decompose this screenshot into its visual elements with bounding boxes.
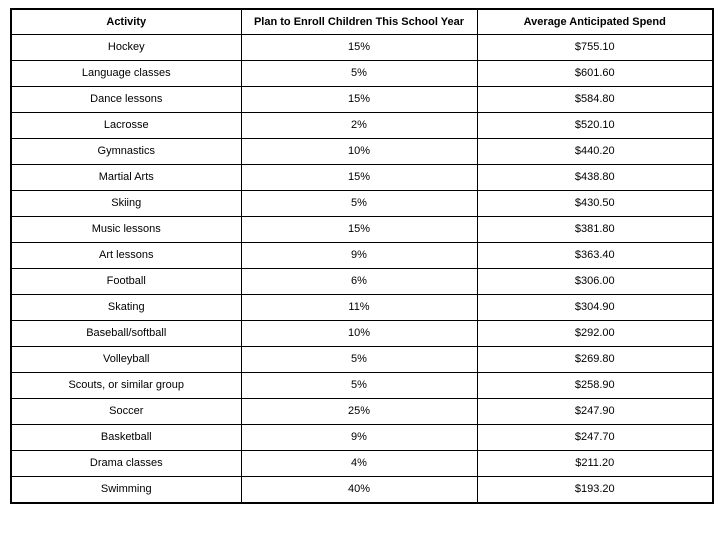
enroll-percent-cell: 15% <box>240 86 478 113</box>
table-row: Art lessons 9% $363.40 <box>10 242 714 269</box>
activity-cell: Gymnastics <box>10 138 242 165</box>
activity-cell: Language classes <box>10 60 242 87</box>
activity-cell: Skiing <box>10 190 242 217</box>
table-row: Gymnastics 10% $440.20 <box>10 138 714 165</box>
column-header-activity: Activity <box>10 8 242 35</box>
anticipated-spend-cell: $193.20 <box>476 476 714 504</box>
table-row: Martial Arts 15% $438.80 <box>10 164 714 191</box>
activity-cell: Scouts, or similar group <box>10 372 242 399</box>
enroll-percent-cell: 5% <box>240 372 478 399</box>
enroll-percent-cell: 5% <box>240 346 478 373</box>
table-row: Skating 11% $304.90 <box>10 294 714 321</box>
enroll-percent-cell: 2% <box>240 112 478 139</box>
header-row: Activity Plan to Enroll Children This Sc… <box>10 8 714 35</box>
activity-cell: Swimming <box>10 476 242 504</box>
anticipated-spend-cell: $304.90 <box>476 294 714 321</box>
anticipated-spend-cell: $520.10 <box>476 112 714 139</box>
enroll-percent-cell: 10% <box>240 138 478 165</box>
anticipated-spend-cell: $306.00 <box>476 268 714 295</box>
anticipated-spend-cell: $601.60 <box>476 60 714 87</box>
table-row: Swimming 40% $193.20 <box>10 476 714 504</box>
enroll-percent-cell: 10% <box>240 320 478 347</box>
enroll-percent-cell: 6% <box>240 268 478 295</box>
enroll-percent-cell: 5% <box>240 60 478 87</box>
table-row: Skiing 5% $430.50 <box>10 190 714 217</box>
anticipated-spend-cell: $258.90 <box>476 372 714 399</box>
anticipated-spend-cell: $247.70 <box>476 424 714 451</box>
anticipated-spend-cell: $584.80 <box>476 86 714 113</box>
anticipated-spend-cell: $430.50 <box>476 190 714 217</box>
enroll-percent-cell: 5% <box>240 190 478 217</box>
table-row: Music lessons 15% $381.80 <box>10 216 714 243</box>
table-row: Language classes 5% $601.60 <box>10 60 714 87</box>
activity-cell: Hockey <box>10 34 242 61</box>
activity-cell: Volleyball <box>10 346 242 373</box>
anticipated-spend-cell: $292.00 <box>476 320 714 347</box>
enroll-percent-cell: 11% <box>240 294 478 321</box>
anticipated-spend-cell: $211.20 <box>476 450 714 477</box>
activity-cell: Art lessons <box>10 242 242 269</box>
enroll-percent-cell: 15% <box>240 164 478 191</box>
enroll-percent-cell: 9% <box>240 424 478 451</box>
anticipated-spend-cell: $269.80 <box>476 346 714 373</box>
enroll-percent-cell: 15% <box>240 216 478 243</box>
table-row: Scouts, or similar group 5% $258.90 <box>10 372 714 399</box>
anticipated-spend-cell: $247.90 <box>476 398 714 425</box>
activity-cell: Dance lessons <box>10 86 242 113</box>
anticipated-spend-cell: $438.80 <box>476 164 714 191</box>
activity-cell: Soccer <box>10 398 242 425</box>
table-row: Volleyball 5% $269.80 <box>10 346 714 373</box>
activity-cell: Baseball/softball <box>10 320 242 347</box>
anticipated-spend-cell: $381.80 <box>476 216 714 243</box>
activity-cell: Drama classes <box>10 450 242 477</box>
column-header-plan-to-enroll: Plan to Enroll Children This School Year <box>240 8 478 35</box>
table-row: Drama classes 4% $211.20 <box>10 450 714 477</box>
column-header-average-spend: Average Anticipated Spend <box>476 8 714 35</box>
anticipated-spend-cell: $755.10 <box>476 34 714 61</box>
enroll-percent-cell: 9% <box>240 242 478 269</box>
table-row: Football 6% $306.00 <box>10 268 714 295</box>
activity-cell: Music lessons <box>10 216 242 243</box>
activity-cell: Football <box>10 268 242 295</box>
table-row: Baseball/softball 10% $292.00 <box>10 320 714 347</box>
activities-spend-table: Activity Plan to Enroll Children This Sc… <box>10 8 714 504</box>
table-row: Basketball 9% $247.70 <box>10 424 714 451</box>
enroll-percent-cell: 40% <box>240 476 478 504</box>
table-row: Soccer 25% $247.90 <box>10 398 714 425</box>
activity-cell: Lacrosse <box>10 112 242 139</box>
anticipated-spend-cell: $363.40 <box>476 242 714 269</box>
enroll-percent-cell: 15% <box>240 34 478 61</box>
table-row: Lacrosse 2% $520.10 <box>10 112 714 139</box>
table-row: Hockey 15% $755.10 <box>10 34 714 61</box>
anticipated-spend-cell: $440.20 <box>476 138 714 165</box>
enroll-percent-cell: 4% <box>240 450 478 477</box>
enroll-percent-cell: 25% <box>240 398 478 425</box>
activity-cell: Skating <box>10 294 242 321</box>
table-row: Dance lessons 15% $584.80 <box>10 86 714 113</box>
activity-cell: Martial Arts <box>10 164 242 191</box>
activity-cell: Basketball <box>10 424 242 451</box>
